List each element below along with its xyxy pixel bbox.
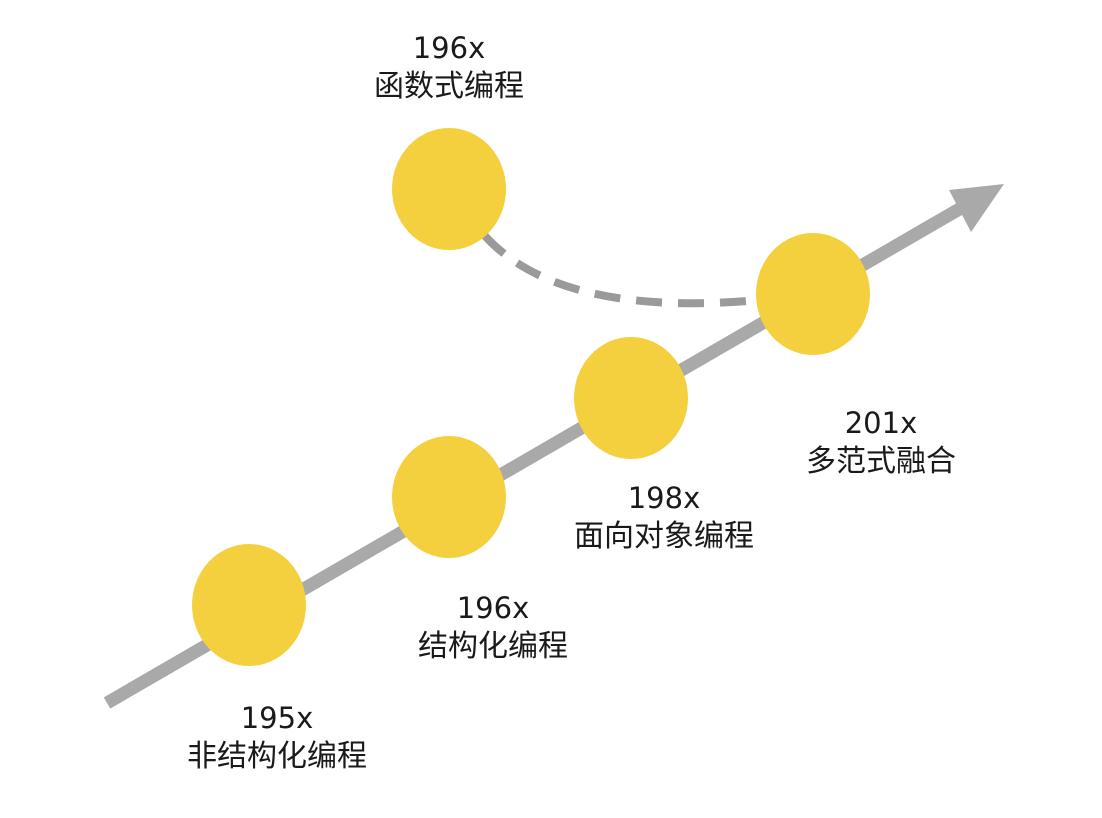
stage-name: 面向对象编程 — [574, 519, 754, 555]
stage-year: 196x — [412, 31, 486, 65]
stage-label-oop: 198x 面向对象编程 — [514, 480, 814, 556]
node-functional — [392, 128, 506, 250]
stage-name: 函数式编程 — [374, 69, 524, 105]
stage-year: 198x — [627, 481, 701, 515]
stage-name: 非结构化编程 — [187, 739, 367, 775]
stage-label-multi-paradigm: 201x 多范式融合 — [731, 405, 1031, 481]
node-structured — [392, 436, 506, 558]
timeline-arrow-head — [949, 184, 1004, 232]
stage-name: 结构化编程 — [418, 629, 568, 665]
node-unstructured — [192, 544, 306, 666]
node-oop — [574, 337, 688, 459]
stage-label-unstructured: 195x 非结构化编程 — [127, 700, 427, 776]
stage-label-structured: 196x 结构化编程 — [343, 590, 643, 666]
functional-to-multi-dashed-link — [482, 233, 761, 308]
stage-year: 195x — [240, 701, 314, 735]
stage-year: 196x — [456, 591, 530, 625]
stage-label-functional: 196x 函数式编程 — [299, 30, 599, 106]
stage-year: 201x — [844, 406, 918, 440]
stage-name: 多范式融合 — [806, 444, 956, 480]
node-multi — [756, 233, 870, 355]
